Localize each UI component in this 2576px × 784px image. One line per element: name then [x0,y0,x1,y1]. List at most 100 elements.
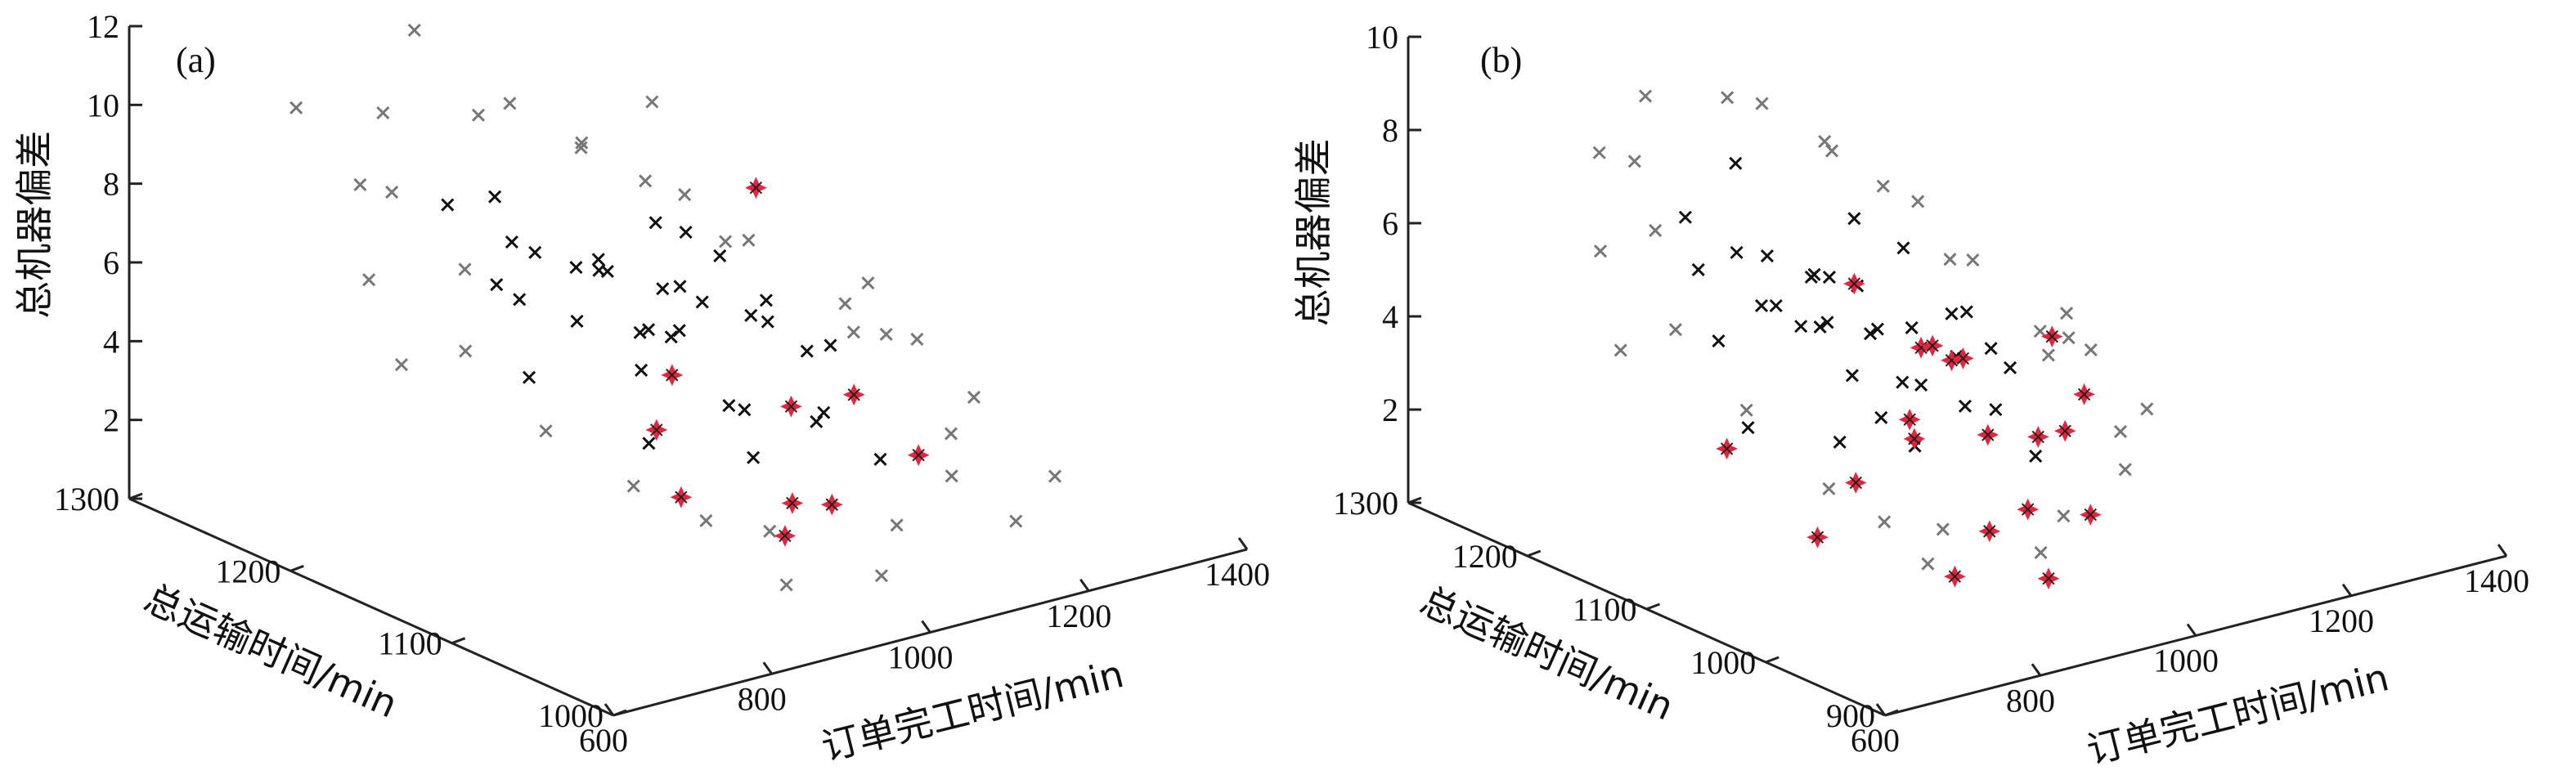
z-tick-label: 6 [103,244,119,281]
y-tick-mark [1527,549,1542,558]
data-point-x [522,370,536,384]
data-point-x [1936,522,1950,536]
data-point-x [376,106,390,120]
data-point-star-cross [1720,442,1734,455]
data-point-x [2041,348,2055,362]
data-point-x [1794,320,1808,334]
data-point-star-cross [2031,430,2044,444]
data-point-star [1978,520,2001,543]
x-tick-mark [2341,583,2353,597]
data-point-star [2037,567,2060,590]
data-point-x [362,273,376,287]
data-point-star-cross [1903,413,1916,426]
data-point-stroke [1959,305,1973,319]
data-point-stroke [763,524,777,538]
y-tick-label: 1100 [378,625,442,662]
data-point-star-cross [1981,428,1995,441]
data-point-x [699,513,713,528]
data-point-x [861,276,875,290]
data-point-star-cross [847,388,860,401]
y-axis-label: 总运输时间/min [138,576,404,726]
data-point-x [1896,375,1910,389]
data-point-x [635,363,648,377]
data-point-x [1984,342,1998,356]
data-point-x [1905,320,1919,335]
data-point-star-cross [2058,424,2071,437]
data-point-x [817,405,831,419]
data-point-stroke [1741,421,1755,435]
data-point-x [505,235,518,249]
data-point-stroke [505,235,518,249]
data-point-stroke [1760,249,1775,263]
y-tick-label: 900 [1826,697,1875,734]
data-point-x [2057,509,2071,523]
data-point-stroke [1896,375,1910,389]
data-point-star-cross [2042,571,2055,585]
data-point-star [2017,498,2040,521]
data-point-x [1911,195,1925,208]
data-point-star-cross [786,496,799,510]
data-point-x [761,315,774,329]
z-tick-label: 12 [87,8,119,45]
data-point-stroke [910,332,924,346]
data-point-stroke [817,405,831,419]
y-tick-label: 1200 [1452,538,1518,575]
data-point-stroke [1730,245,1744,259]
data-point-stroke [873,452,887,466]
data-point-x [1807,267,1821,281]
data-point-stroke [1649,223,1663,237]
z-tick-label: 2 [103,402,119,439]
data-point-stroke [487,190,502,204]
x-tick-label: 1200 [1046,598,1111,634]
data-point-x [1958,399,1972,413]
x-tick-mark [1237,537,1249,550]
data-point-stroke [2084,343,2098,356]
data-point-x [1639,89,1653,103]
data-point-stroke [1943,253,1957,267]
data-point-x [1874,410,1888,424]
data-point-star-cross [1847,277,1861,290]
data-point-x [490,278,504,292]
data-point-x [1945,307,1959,320]
y-tick-mark [1884,709,1899,717]
data-point-x [645,95,659,109]
data-point-x [1820,316,1834,329]
z-tick-label: 0 [1382,485,1398,522]
z-axis-label: 总机器偏差 [12,131,56,319]
data-point-x [575,136,589,150]
data-point-x [441,198,455,212]
data-point-star-cross [1945,354,1959,367]
data-point-x [353,177,367,192]
data-point-x [910,332,924,346]
data-point-stroke [1721,91,1735,105]
data-point-x [513,293,527,307]
data-point-stroke [1847,212,1861,226]
data-point-stroke [1592,146,1606,159]
data-point-stroke [2034,545,2048,559]
data-point-star [820,493,843,516]
data-point-stroke [1639,89,1653,103]
data-point-x [1627,155,1641,168]
data-point-x [759,293,774,307]
data-point-stroke [1769,298,1783,313]
data-point-stroke [353,177,367,192]
data-point-x [838,297,852,311]
data-point-stroke [1754,298,1769,312]
data-point-x [722,399,736,413]
data-point-x [592,263,606,277]
data-point-x [1943,253,1957,267]
data-point-x [503,96,517,110]
data-point-stroke [1905,320,1919,335]
data-point-stroke [503,96,517,110]
z-tick-label: 0 [103,481,119,517]
data-point-star-cross [1926,339,1939,352]
data-point-star [774,525,797,547]
data-point-stroke [759,293,774,307]
x-tick-label: 1200 [2309,603,2374,639]
data-point-star [2079,504,2102,526]
y-tick-mark [451,637,466,645]
data-point-star-cross [912,448,925,462]
data-point-x [1845,369,1859,383]
x-axis-label: 订单完工时间/min [817,652,1128,769]
data-point-stroke [645,95,659,109]
